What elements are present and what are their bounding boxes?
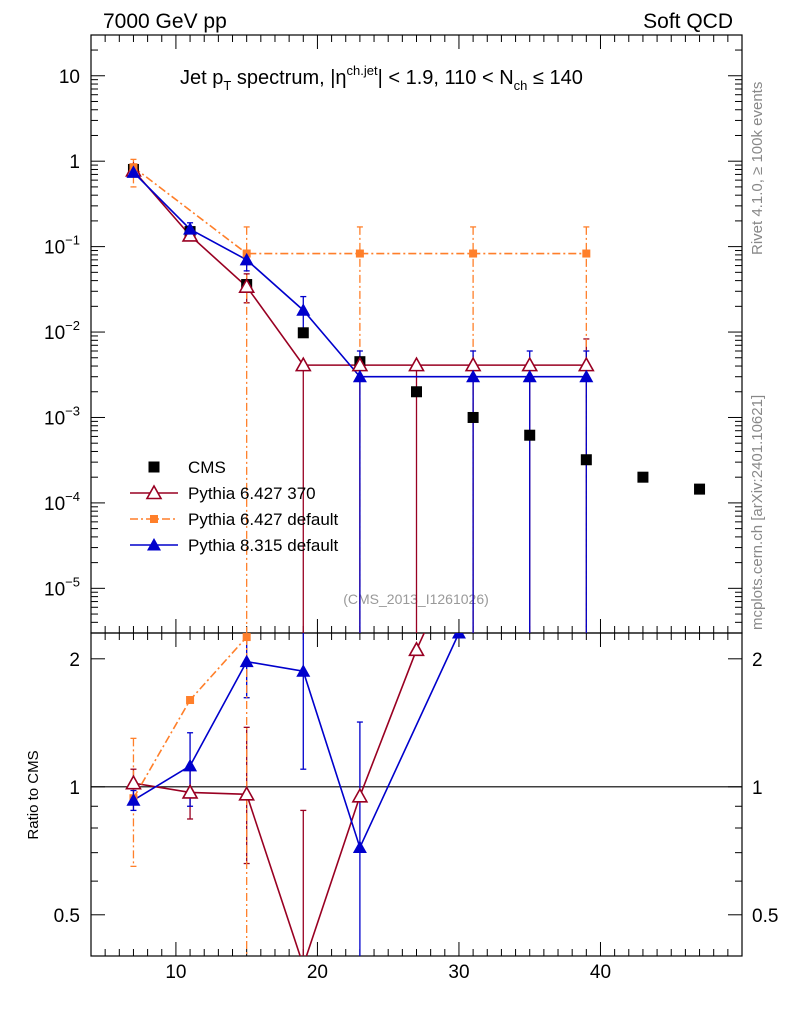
ratio-point-pythia-8-315-default bbox=[352, 840, 367, 853]
side-label-top: Rivet 4.1.0, ≥ 100k events bbox=[749, 82, 766, 255]
ratio-point-pythia-6-427-370 bbox=[238, 785, 256, 801]
legend-marker bbox=[150, 515, 158, 523]
y-tick-label: 10−2 bbox=[44, 318, 80, 344]
point-pythia-6-427-370 bbox=[294, 356, 312, 372]
y-tick-label: 10 bbox=[59, 67, 80, 88]
point-pythia-6-427-default bbox=[355, 249, 364, 258]
point-pythia-8-315-default bbox=[296, 303, 311, 316]
x-tick-label: 20 bbox=[307, 962, 328, 983]
ratio-point-pythia-6-427-370 bbox=[125, 774, 142, 790]
point-pythia-8-315-default bbox=[466, 369, 481, 383]
point-pythia-6-427-370 bbox=[408, 356, 425, 372]
main-axes: 10 1 10−1 10−2 10−3 10−4 10−5 bbox=[44, 34, 742, 634]
point-pythia-8-315-default bbox=[352, 369, 367, 383]
series-line-pythia-6-427-default bbox=[132, 166, 587, 255]
y-tick-label: 1 bbox=[69, 152, 80, 173]
ratio-y-tick-label-right: 0.5 bbox=[752, 906, 778, 927]
cms-data-point bbox=[637, 471, 649, 483]
point-pythia-6-427-default bbox=[469, 249, 478, 258]
ratio-line-pythia-8-315-default bbox=[133, 633, 460, 850]
cms-data-point bbox=[411, 386, 422, 398]
ratio-y-tick-label: 0.5 bbox=[54, 906, 80, 927]
x-tick-label: 10 bbox=[165, 962, 186, 983]
ratio-point-pythia-8-315-default bbox=[126, 793, 141, 806]
ratio-axes: 10 20 30 40 0.5 0.5 1 1 2 2 bbox=[54, 633, 778, 983]
cms-data-point bbox=[580, 454, 592, 466]
ratio-y-tick-label: 1 bbox=[69, 778, 80, 799]
ratio-y-tick-label-right: 1 bbox=[752, 778, 763, 799]
point-pythia-8-315-default bbox=[126, 165, 141, 178]
ratio-point-pythia-8-315-default bbox=[183, 758, 198, 772]
legend-marker bbox=[147, 538, 161, 551]
legend-label: Pythia 6.427 370 bbox=[188, 484, 316, 503]
ratio-point-pythia-6-427-370 bbox=[408, 641, 425, 657]
series-line-pythia-8-315-default bbox=[132, 171, 587, 378]
ratio-series-layer bbox=[125, 633, 466, 956]
ratio-point-pythia-8-315-default bbox=[239, 654, 254, 668]
cms-data-point bbox=[524, 429, 536, 441]
legend: CMS Pythia 6.427 370 Pythia 6.427 default P… bbox=[130, 458, 339, 555]
legend-marker bbox=[148, 461, 160, 473]
legend-label: Pythia 8.315 default bbox=[188, 536, 339, 555]
side-label-bottom: mcplots.cern.ch [arXiv:2401.10621] bbox=[749, 395, 766, 630]
x-tick-label: 30 bbox=[448, 962, 469, 983]
header-right-label: Soft QCD bbox=[643, 10, 733, 33]
point-pythia-6-427-default bbox=[582, 249, 591, 258]
point-pythia-6-427-370 bbox=[181, 226, 199, 242]
ratio-point-pythia-8-315-default bbox=[296, 664, 311, 677]
ratio-point-pythia-6-427-370 bbox=[181, 783, 199, 799]
cms-data-point bbox=[297, 327, 309, 339]
ratio-point-pythia-6-427-370 bbox=[351, 787, 369, 803]
point-pythia-8-315-default bbox=[522, 369, 537, 383]
y-tick-label: 10−5 bbox=[44, 574, 80, 600]
ratio-y-tick-label-right: 2 bbox=[752, 650, 763, 671]
plot-title: Jet pT spectrum, |ηch.jet| < 1.9, 110 < … bbox=[180, 63, 583, 93]
ratio-point-pythia-8-315-default bbox=[451, 633, 466, 639]
ratio-point-pythia-6-427-default bbox=[186, 696, 195, 705]
ratio-y-tick-label: 2 bbox=[69, 650, 80, 671]
header-left-label: 7000 GeV pp bbox=[103, 10, 227, 33]
cms-data-point bbox=[467, 411, 479, 423]
y-tick-label: 10−1 bbox=[44, 233, 80, 259]
point-pythia-8-315-default bbox=[239, 252, 254, 266]
legend-marker bbox=[145, 484, 163, 500]
ratio-point-pythia-6-427-default bbox=[242, 633, 251, 642]
point-pythia-6-427-370 bbox=[238, 278, 256, 293]
legend-label: CMS bbox=[188, 458, 226, 477]
point-pythia-8-315-default bbox=[579, 369, 594, 383]
y-tick-label: 10−4 bbox=[44, 489, 80, 515]
main-series-layer bbox=[125, 158, 706, 633]
x-tick-label: 40 bbox=[590, 962, 611, 983]
legend-label: Pythia 6.427 default bbox=[188, 510, 339, 529]
point-pythia-8-315-default bbox=[183, 222, 198, 235]
y-tick-label: 10−3 bbox=[44, 403, 80, 429]
cms-data-point bbox=[694, 483, 706, 495]
ratio-ylabel: Ratio to CMS bbox=[25, 750, 42, 839]
